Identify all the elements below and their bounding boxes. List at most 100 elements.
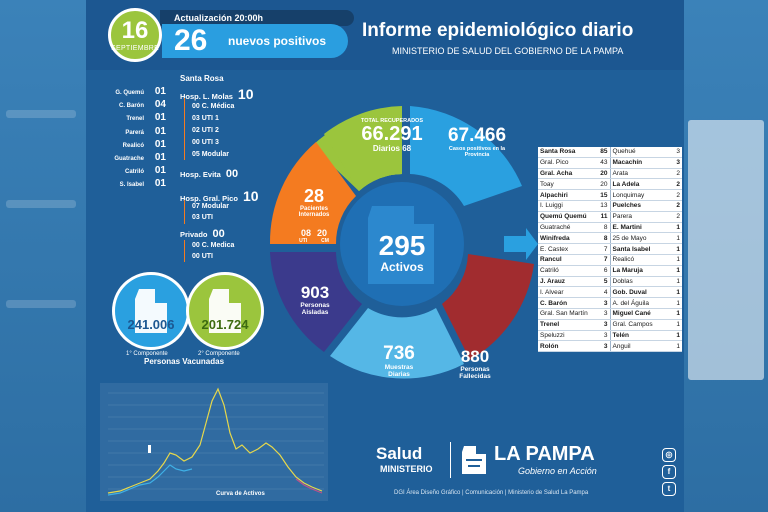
recovered-daily-value: 68 — [402, 144, 412, 153]
cm-value: 20 — [317, 228, 328, 238]
table-cell-value: 2 — [676, 180, 680, 188]
table-cell-name: Winifreda — [540, 234, 570, 242]
government-tagline: Gobierno en Acción — [518, 466, 597, 476]
table-cell-value: 3 — [603, 342, 608, 350]
table-cell-value: 2 — [676, 191, 680, 199]
table-cell: A. del Águila 1 — [609, 298, 683, 308]
table-cell-value: 1 — [676, 288, 680, 296]
table-cell: C. Barón 3 — [538, 298, 610, 308]
table-cell-value: 1 — [676, 234, 680, 242]
table-cell-value: 20 — [600, 180, 608, 188]
locality-name: C. Barón — [118, 103, 144, 110]
table-row: C. Barón 3 A. del Águila 1 — [538, 298, 682, 309]
deceased-label: Personas Fallecidas — [459, 366, 491, 380]
table-cell-name: A. del Águila — [612, 299, 650, 307]
table-cell-name: Gral. Acha — [540, 169, 573, 177]
active-value: 295 — [378, 230, 426, 261]
table-cell: Lonquimay 2 — [609, 190, 683, 200]
new-positives-count: 26 — [174, 24, 208, 57]
locality-value: 01 — [154, 86, 166, 97]
table-cell: J. Arauz 5 — [538, 277, 610, 287]
table-cell-name: E. Castex — [540, 245, 569, 253]
table-cell-name: Puelches — [612, 202, 642, 210]
list-item: Guatrache 01 — [96, 152, 166, 165]
table-cell: Gral. Campos 1 — [609, 319, 683, 330]
city-title: Santa Rosa — [180, 74, 224, 83]
hospital-value: 10 — [237, 86, 254, 102]
blur-block — [6, 200, 76, 208]
credits: DGI Área Diseño Gráfico | Comunicación |… — [394, 490, 589, 496]
table-cell-value: 1 — [676, 256, 680, 264]
table-cell-value: 3 — [603, 299, 608, 307]
table-cell-value: 3 — [603, 331, 608, 339]
table-cell-name: I. Luiggi — [540, 202, 563, 210]
table-cell: Catriló 6 — [538, 266, 610, 276]
table-row: Guatraché 8 E. Martini 1 — [538, 222, 683, 234]
locality-value: 01 — [154, 151, 166, 163]
positive-total-label: Casos positivos en la Provincia — [448, 146, 506, 158]
divider — [450, 442, 451, 478]
hospital-evita: Hosp. Evita 00 — [180, 168, 238, 180]
list-item: Realicó 01 — [96, 139, 166, 152]
table-cell-value: 43 — [600, 159, 608, 167]
table-cell: Quehué 3 — [609, 147, 683, 157]
table-cell: Macachín 3 — [609, 157, 683, 168]
table-cell: Gob. Duval 1 — [609, 287, 683, 298]
locality-name: S. Isabel — [119, 182, 144, 189]
table-cell-name: Catriló — [540, 267, 559, 275]
active-label: Activos — [380, 260, 424, 274]
isolated-label: Personas Aisladas — [300, 302, 330, 316]
table-cell: I. Luiggi 13 — [538, 201, 610, 211]
table-cell: Telén 1 — [609, 330, 683, 341]
facebook-icon[interactable]: f — [662, 465, 676, 479]
samples-label: Muestras Diarias — [384, 364, 414, 378]
interned-segment — [269, 142, 356, 244]
locality-table: Santa Rosa 85 Quehué 3 Gral. Pico 43 Macachín 3… — [538, 147, 683, 353]
stats-wheel — [269, 106, 538, 379]
la-pampa-title: LA PAMPA — [494, 443, 595, 465]
table-cell: Speluzzi 3 — [538, 331, 610, 341]
active-curve-line — [107, 387, 323, 494]
table-cell: Guatraché 8 — [538, 223, 610, 233]
table-cell-name: Speluzzi — [540, 331, 565, 339]
positive-total-value: 67.466 — [447, 125, 507, 146]
page-title: Informe epidemiológico diario — [362, 20, 634, 41]
hospital-pico: Hosp. Gral. Pico 10 — [180, 188, 259, 204]
hospital-molas: Hosp. L. Molas 10 — [180, 86, 254, 102]
table-cell: E. Martini 1 — [609, 222, 683, 233]
table-cell: Anguil 1 — [609, 341, 683, 352]
table-cell-value: 2 — [676, 169, 680, 177]
locality-value: 01 — [154, 165, 166, 177]
bracket — [184, 200, 185, 224]
table-cell-name: Miguel Cané — [612, 310, 651, 318]
samples-block: 736 Muestras Diarias — [364, 344, 434, 379]
table-cell-value: 1 — [676, 245, 680, 253]
table-cell-value: 4 — [603, 288, 608, 296]
recovered-block: TOTAL RECUPERADOS 66.291 Diarios 68 — [344, 118, 440, 153]
background-right — [684, 0, 768, 512]
table-cell: Trenel 3 — [538, 320, 610, 330]
table-cell: La Maruja 1 — [609, 265, 683, 276]
header: Actualización 20:00h 26 nuevos positivos… — [86, 0, 684, 70]
table-cell-name: 25 de Mayo — [612, 234, 647, 242]
table-row: Speluzzi 3 Telén 1 — [538, 330, 683, 342]
table-cell-name: Parera — [612, 213, 633, 221]
instagram-icon[interactable]: ◎ — [662, 448, 676, 462]
new-positives-pill: 26 nuevos positivos — [162, 24, 348, 58]
cm-label: CM — [321, 238, 329, 244]
table-cell-name: J. Arauz — [540, 277, 566, 285]
la-pampa-map-icon — [209, 289, 241, 333]
table-cell: I. Alvear 4 — [538, 287, 610, 297]
table-cell-value: 1 — [676, 299, 680, 307]
table-cell-name: Santa Rosa — [540, 148, 576, 156]
table-cell-name: Macachín — [612, 159, 643, 167]
table-cell-name: Guatraché — [540, 223, 571, 231]
list-item: Trenel 01 — [96, 112, 166, 125]
background-left — [0, 0, 88, 512]
table-row: Quemú Quemú 11 Parera 2 — [538, 211, 682, 223]
vaccination-second-circle: 201.724 — [186, 272, 264, 350]
table-cell-name: Realicó — [612, 256, 635, 264]
hospital-label: Hosp. Evita — [180, 170, 221, 179]
twitter-icon[interactable]: t — [662, 482, 676, 496]
arrow-right-icon — [504, 228, 538, 260]
